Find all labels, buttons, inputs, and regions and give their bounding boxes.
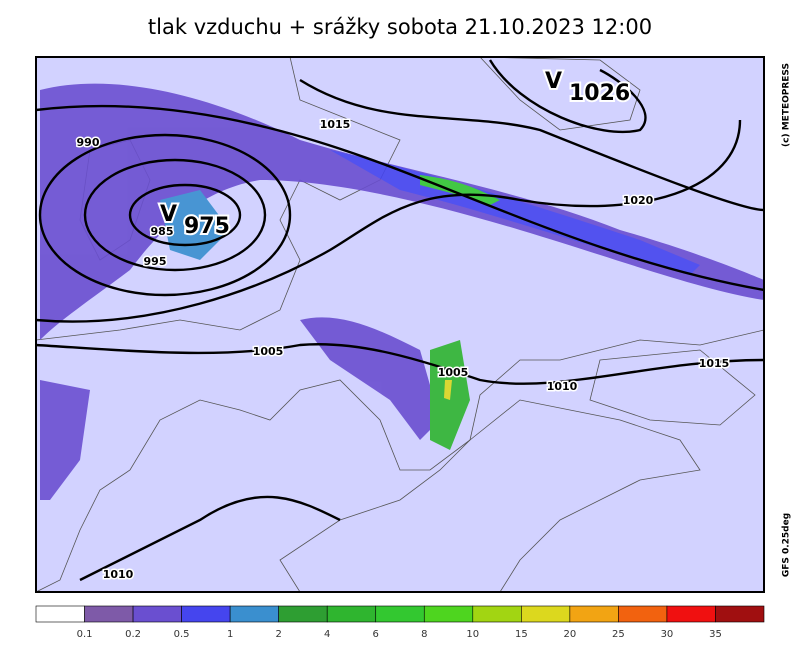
legend-tick-label: 20 — [563, 629, 576, 640]
legend: 0.1 0.2 0.5 1 2 4 6 8 10 15 20 25 30 35 — [35, 605, 765, 640]
isobar-label: 995 — [144, 255, 167, 268]
legend-swatch — [715, 605, 765, 623]
center-value: 975 — [184, 214, 230, 239]
legend-swatch — [666, 605, 716, 623]
center-symbol: V — [545, 69, 562, 94]
precipitation — [40, 83, 764, 500]
isobar-label: 1020 — [623, 194, 654, 207]
isobar-label: 1010 — [103, 568, 134, 581]
legend-swatch — [618, 605, 668, 623]
model-label: GFS 0.25deg — [782, 513, 792, 577]
legend-swatch — [569, 605, 619, 623]
legend-tick-label: 6 — [373, 629, 379, 640]
isobar-label: 1005 — [253, 345, 284, 358]
legend-swatch — [326, 605, 377, 623]
credit: (c) METEOPRESS — [782, 63, 792, 147]
legend-tick-label: 1 — [227, 629, 233, 640]
legend-swatch — [84, 605, 134, 623]
legend-swatch — [278, 605, 328, 623]
legend-tick-label: 0.2 — [125, 629, 141, 640]
legend-tick-label: 0.5 — [174, 629, 190, 640]
isobar-label: 1015 — [320, 118, 351, 131]
legend-tick-label: 35 — [709, 629, 722, 640]
legend-tick-label: 0.1 — [77, 629, 93, 640]
land-south — [279, 399, 701, 592]
isobar-label: 1015 — [699, 357, 730, 370]
legend-swatch — [423, 605, 474, 623]
legend-swatch — [375, 605, 425, 623]
legend-tick-label: 10 — [466, 629, 479, 640]
legend-tick-label: 2 — [275, 629, 281, 640]
map-frame — [35, 56, 765, 593]
legend-swatch — [35, 605, 85, 623]
legend-tick-label: 4 — [324, 629, 330, 640]
map — [35, 56, 765, 593]
center-symbol: V — [160, 202, 177, 227]
land-europe — [36, 57, 764, 592]
black-sea — [589, 349, 756, 426]
isobar-label: 1005 — [438, 366, 469, 379]
legend-swatch — [472, 605, 522, 623]
legend-swatch — [181, 605, 231, 623]
center-value: 1026 — [569, 81, 630, 106]
legend-swatch — [521, 605, 571, 623]
isobar-label: 990 — [77, 136, 100, 149]
legend-swatch — [229, 605, 279, 623]
isobar-label: 1010 — [547, 380, 578, 393]
lake-north — [479, 57, 641, 131]
map-title: tlak vzduchu + srážky sobota 21.10.2023 … — [148, 15, 652, 39]
isobar-label: 985 — [151, 225, 174, 238]
legend-tick-label: 25 — [612, 629, 625, 640]
legend-tick-label: 15 — [515, 629, 528, 640]
legend-tick-label: 8 — [421, 629, 427, 640]
isobars — [36, 59, 764, 582]
legend-tick-label: 30 — [661, 629, 674, 640]
legend-swatch — [132, 605, 182, 623]
